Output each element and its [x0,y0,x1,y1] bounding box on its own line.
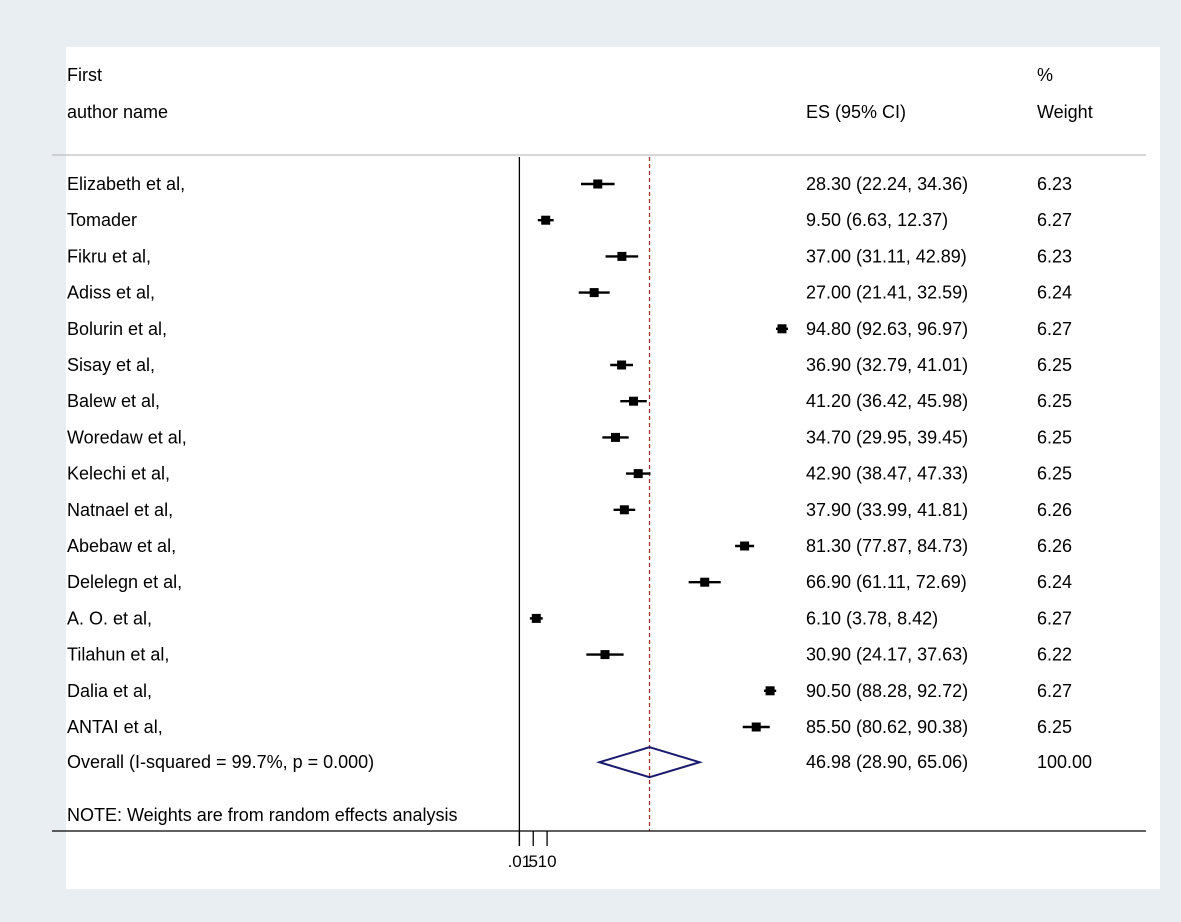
study-point-estimate [741,542,748,550]
figure-frame [14,9,1166,913]
study-label: ANTAI et al, [67,717,163,737]
study-ci-text: 66.90 (61.11, 72.69) [806,572,967,592]
study-weight: 6.27 [1037,681,1072,701]
plot-marks [518,157,788,831]
study-ci-text: 34.70 (29.95, 39.45) [806,427,968,447]
study-weight: 6.25 [1037,464,1072,484]
study-label: Tilahun et al, [67,645,169,665]
study-weight: 6.26 [1037,536,1072,556]
study-point-estimate [766,687,774,694]
study-ci-text: 36.90 (32.79, 41.01) [806,355,968,375]
study-ci-text: 9.50 (6.63, 12.37) [806,210,948,230]
study-point-estimate [590,289,598,296]
header-study-line2: author name [67,102,168,122]
plot-panel [66,47,1160,889]
study-weight: 6.24 [1037,283,1072,303]
study-ci-text: 27.00 (21.41, 32.59) [806,283,968,303]
study-label: Bolurin et al, [67,319,167,339]
study-weight: 6.27 [1037,608,1072,628]
study-label: Abebaw et al, [67,536,176,556]
x-axis-tick-label: .01 [508,852,532,871]
header-study-line1: First [67,65,102,85]
study-point-estimate [594,180,601,188]
overall-weight: 100.00 [1037,752,1092,772]
study-label: Kelechi et al, [67,464,170,484]
study-weight: 6.23 [1037,246,1072,266]
study-label: Natnael et al, [67,500,173,520]
header-weight-line1: % [1037,65,1053,85]
header-es: ES (95% CI) [806,102,906,122]
study-ci-text: 6.10 (3.78, 8.42) [806,608,938,628]
study-label: Woredaw et al, [67,427,187,447]
study-ci-text: 42.90 (38.47, 47.33) [806,464,968,484]
study-weight: 6.27 [1037,210,1072,230]
study-rows: Elizabeth et al, 28.30 (22.24, 34.36) 6.23… [67,174,1092,772]
study-ci-text: 94.80 (92.63, 96.97) [806,319,968,339]
study-label: Adiss et al, [67,283,155,303]
x-axis-tick-label: 5 [529,852,538,871]
study-point-estimate [618,253,626,260]
study-label: Fikru et al, [67,246,151,266]
study-ci-text: 37.90 (33.99, 41.81) [806,500,968,520]
study-ci-text: 81.30 (77.87, 84.73) [806,536,968,556]
study-point-estimate [753,723,760,731]
study-weight: 6.26 [1037,500,1072,520]
overall-diamond [595,746,704,779]
study-label: Elizabeth et al, [67,174,185,194]
study-point-estimate [621,506,628,513]
study-ci-text: 90.50 (88.28, 92.72) [806,681,968,701]
x-axis-tick-label: 10 [538,852,557,871]
study-label: Tomader [67,210,137,230]
study-weight: 6.23 [1037,174,1072,194]
study-ci-text: 28.30 (22.24, 34.36) [806,174,968,194]
study-label: Delelegn et al, [67,572,182,592]
study-ci-text: 30.90 (24.17, 37.63) [806,645,968,665]
study-weight: 6.24 [1037,572,1072,592]
header-weight-line2: Weight [1037,102,1093,122]
study-point-estimate [630,398,637,405]
study-point-estimate [533,615,540,622]
study-point-estimate [701,579,708,586]
study-ci-text: 41.20 (36.42, 45.98) [806,391,968,411]
study-weight: 6.25 [1037,427,1072,447]
study-point-estimate [612,434,619,441]
study-point-estimate [618,361,625,369]
weights-note: NOTE: Weights are from random effects an… [67,805,457,825]
column-headers: First author name ES (95% CI) % Weight [67,65,1093,122]
study-label: A. O. et al, [67,608,152,628]
study-ci-text: 37.00 (31.11, 42.89) [806,246,967,266]
overall-label: Overall (I-squared = 99.7%, p = 0.000) [67,752,374,772]
study-weight: 6.25 [1037,391,1072,411]
study-weight: 6.27 [1037,319,1072,339]
study-label: Balew et al, [67,391,160,411]
study-point-estimate [778,325,786,332]
study-ci-text: 85.50 (80.62, 90.38) [806,717,968,737]
study-weight: 6.25 [1037,355,1072,375]
x-axis: .015 10 [52,830,1146,871]
overall-ci-text: 46.98 (28.90, 65.06) [806,752,968,772]
study-point-estimate [601,651,609,658]
study-weight: 6.25 [1037,717,1072,737]
study-label: Sisay et al, [67,355,155,375]
study-weight: 6.22 [1037,645,1072,665]
study-label: Dalia et al, [67,681,152,701]
study-point-estimate [635,470,642,477]
study-point-estimate [542,217,549,224]
